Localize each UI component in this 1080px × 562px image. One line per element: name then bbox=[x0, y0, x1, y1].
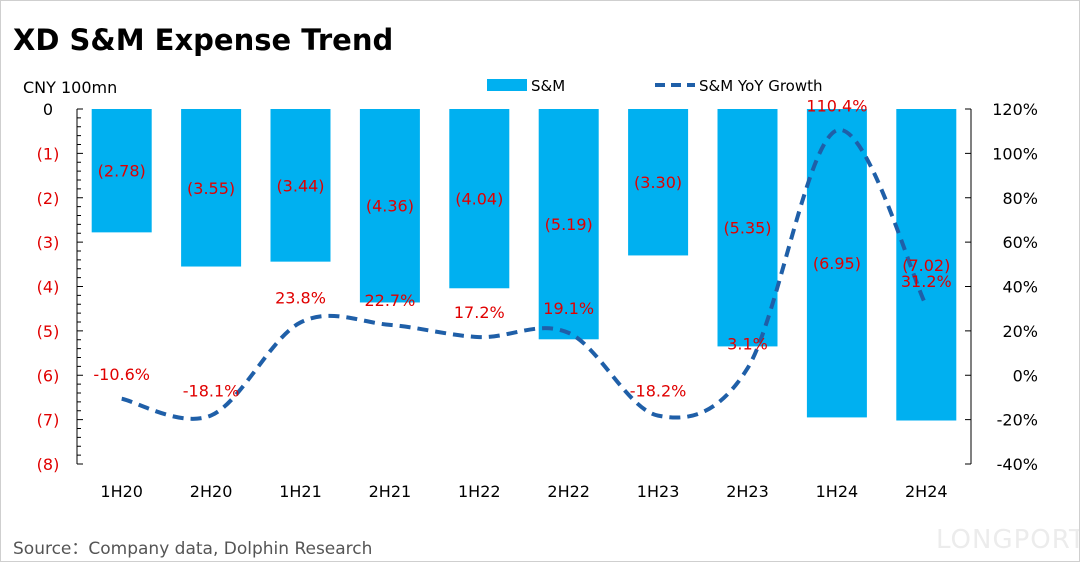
x-tick-label: 1H24 bbox=[816, 482, 859, 501]
bar-data-label: (4.36) bbox=[366, 197, 414, 216]
x-tick-label: 1H23 bbox=[637, 482, 680, 501]
legend-label-bar: S&M bbox=[531, 77, 565, 95]
line-data-label: 110.4% bbox=[806, 96, 867, 115]
x-tick-label: 2H20 bbox=[190, 482, 233, 501]
bar-data-label: (6.95) bbox=[813, 254, 861, 273]
bar-1H20 bbox=[91, 109, 152, 233]
bar-2H24 bbox=[896, 109, 957, 421]
bar-1H21 bbox=[270, 109, 331, 262]
bar-data-label: (3.44) bbox=[276, 176, 324, 195]
left-tick-label: (3) bbox=[37, 233, 60, 252]
bar-1H23 bbox=[628, 109, 689, 256]
bar-1H22 bbox=[449, 109, 510, 289]
bar-data-label: (5.19) bbox=[545, 215, 593, 234]
bar-data-label: (2.78) bbox=[98, 162, 146, 181]
bar-2H22 bbox=[538, 109, 599, 340]
line-data-label: -18.2% bbox=[630, 382, 687, 401]
left-tick-label: (4) bbox=[37, 278, 60, 297]
line-data-label: 23.8% bbox=[275, 288, 326, 307]
right-tick-label: 80% bbox=[1002, 189, 1038, 208]
left-tick-label: (6) bbox=[37, 366, 60, 385]
left-tick-label: (7) bbox=[37, 411, 60, 430]
right-tick-label: 60% bbox=[1002, 233, 1038, 252]
line-data-label: 17.2% bbox=[454, 303, 505, 322]
x-tick-label: 1H20 bbox=[100, 482, 143, 501]
legend-label-line: S&M YoY Growth bbox=[699, 77, 823, 95]
right-tick-label: 40% bbox=[1002, 278, 1038, 297]
left-axis-title: CNY 100mn bbox=[23, 78, 117, 97]
right-tick-label: 0% bbox=[1013, 366, 1038, 385]
yoy-growth-line bbox=[121, 128, 929, 421]
line-data-label: 3.1% bbox=[727, 334, 768, 353]
bar-data-label: (4.04) bbox=[455, 190, 503, 209]
x-tick-label: 2H22 bbox=[547, 482, 590, 501]
right-tick-label: 120% bbox=[992, 100, 1038, 119]
x-tick-label: 2H21 bbox=[369, 482, 412, 501]
right-tick-label: -40% bbox=[997, 455, 1038, 474]
bar-data-label: (7.02) bbox=[902, 256, 950, 275]
bar-data-label: (5.35) bbox=[723, 219, 771, 238]
chart: CNY 100mn S&M S&M YoY Growth 0 (1) (2) (3) (4) (… bbox=[23, 77, 1038, 501]
left-tick-label: (1) bbox=[37, 144, 60, 163]
x-tick-label: 1H21 bbox=[279, 482, 322, 501]
bar-2H20 bbox=[181, 109, 242, 267]
line-data-label: -18.1% bbox=[183, 381, 240, 400]
line-data-label: -10.6% bbox=[93, 365, 150, 384]
left-tick-label: (8) bbox=[37, 455, 60, 474]
x-tick-label: 2H24 bbox=[905, 482, 948, 501]
left-tick-label: (5) bbox=[37, 322, 60, 341]
line-data-label: 31.2% bbox=[901, 272, 952, 291]
line-data-label: 22.7% bbox=[364, 291, 415, 310]
bar-data-label: (3.55) bbox=[187, 179, 235, 198]
bar-2H23 bbox=[717, 109, 778, 347]
right-tick-label: 20% bbox=[1002, 322, 1038, 341]
x-tick-label: 1H22 bbox=[458, 482, 501, 501]
chart-title: XD S&M Expense Trend bbox=[13, 23, 394, 57]
left-tick-label: (2) bbox=[37, 189, 60, 208]
right-tick-label: 100% bbox=[992, 144, 1038, 163]
left-tick-label: 0 bbox=[43, 100, 53, 119]
bar-2H21 bbox=[359, 109, 420, 303]
source-note: Source：Company data, Dolphin Research bbox=[13, 539, 373, 559]
watermark-logo: LONGPORT bbox=[936, 525, 1080, 555]
bar-data-label: (3.30) bbox=[634, 173, 682, 192]
right-tick-label: -20% bbox=[997, 411, 1038, 430]
x-tick-label: 2H23 bbox=[726, 482, 769, 501]
line-data-label: 19.1% bbox=[543, 299, 594, 318]
legend-swatch-bar bbox=[487, 79, 527, 91]
